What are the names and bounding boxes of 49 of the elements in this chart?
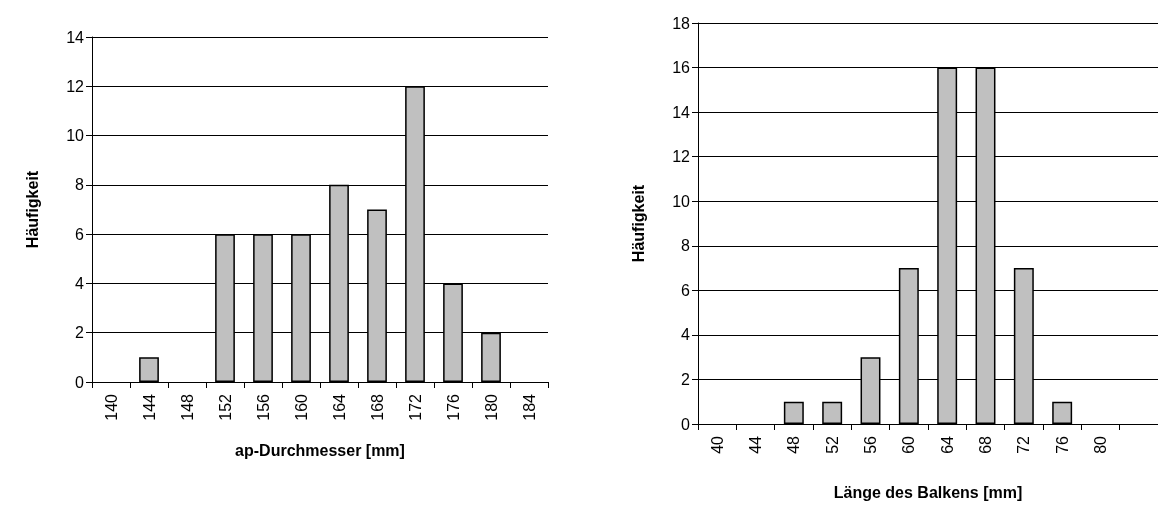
x-tick-label: 160 xyxy=(292,393,310,421)
y-tick-label: 6 xyxy=(681,281,691,299)
y-tick-label: 18 xyxy=(672,14,691,32)
y-tick-label: 12 xyxy=(672,148,691,166)
y-tick-label: 6 xyxy=(75,225,85,243)
x-tick-label: 180 xyxy=(482,393,500,421)
y-tick-label: 4 xyxy=(681,326,691,344)
x-tick-label: 76 xyxy=(1053,435,1071,454)
x-tick-label: 184 xyxy=(520,393,538,421)
bar xyxy=(783,401,804,424)
x-tick-label: 156 xyxy=(254,393,272,421)
x-tick-label: 68 xyxy=(977,435,994,454)
x-tick-label: 56 xyxy=(862,435,879,454)
x-axis-title: Länge des Balkens [mm] xyxy=(833,483,1023,501)
x-tick-label: 44 xyxy=(747,435,764,454)
y-tick-label: 2 xyxy=(75,324,85,342)
x-tick-label: 148 xyxy=(178,393,196,421)
x-tick-label: 60 xyxy=(900,435,918,454)
y-tick-label: 12 xyxy=(66,77,85,95)
bar xyxy=(822,401,843,424)
x-tick-label: 48 xyxy=(785,435,803,454)
x-tick-label: 172 xyxy=(406,393,424,421)
y-tick-label: 14 xyxy=(672,103,691,121)
y-tick-label: 8 xyxy=(681,237,691,255)
x-tick-label: 64 xyxy=(938,435,956,454)
x-tick-label: 52 xyxy=(823,435,841,454)
bar xyxy=(139,357,159,382)
y-tick-label: 16 xyxy=(672,59,691,77)
y-tick-label: 2 xyxy=(681,370,691,388)
y-tick-label: 0 xyxy=(75,373,85,391)
y-tick-label: 4 xyxy=(75,274,85,292)
x-tick-label: 80 xyxy=(1092,435,1109,454)
y-tick-label: 10 xyxy=(672,192,691,210)
x-tick-label: 152 xyxy=(216,393,234,421)
y-tick-label: 10 xyxy=(66,127,85,145)
x-tick-label: 144 xyxy=(140,393,158,421)
y-axis-title: Häufigkeit xyxy=(629,184,647,263)
x-tick-label: 176 xyxy=(444,393,462,421)
x-tick-label: 168 xyxy=(368,393,386,421)
y-axis-title: Häufigkeit xyxy=(23,170,41,249)
x-tick-label: 40 xyxy=(708,435,726,454)
y-tick-label: 0 xyxy=(681,415,691,433)
bar xyxy=(1052,401,1073,424)
x-tick-label: 140 xyxy=(102,393,120,421)
y-tick-label: 8 xyxy=(75,176,85,194)
x-tick-label: 164 xyxy=(330,393,348,421)
x-axis-title: ap-Durchmesser [mm] xyxy=(235,441,405,459)
x-tick-label: 72 xyxy=(1015,435,1033,454)
y-tick-label: 14 xyxy=(66,28,85,46)
